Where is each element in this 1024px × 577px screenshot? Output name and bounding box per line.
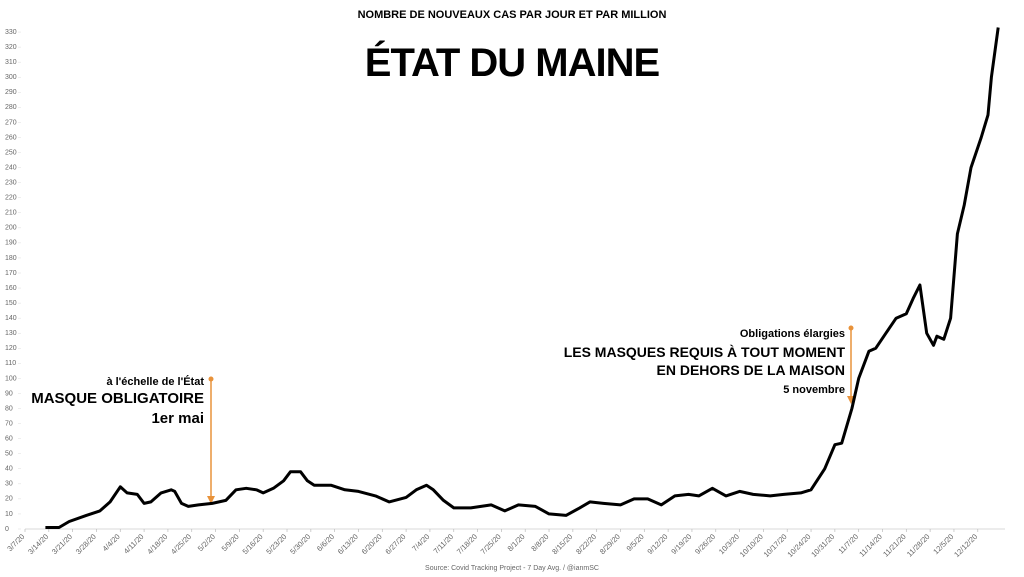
x-tick-label: 6/13/20 <box>336 532 360 556</box>
y-tick-label: 190 <box>5 240 17 247</box>
y-tick-label: 240 <box>5 164 17 171</box>
chart-subtitle: NOMBRE DE NOUVEAUX CAS PAR JOUR ET PAR M… <box>358 9 667 21</box>
y-tick-label: 290 <box>5 89 17 96</box>
y-tick-label: 40 <box>5 466 13 473</box>
x-tick-label: 4/11/20 <box>122 532 146 556</box>
annotation-arrowhead <box>207 496 215 504</box>
x-tick-label: 8/1/20 <box>506 532 527 553</box>
y-tick-label: 270 <box>5 119 17 126</box>
x-tick-label: 4/25/20 <box>169 532 193 556</box>
annotation-text: MASQUE OBLIGATOIRE <box>31 390 204 407</box>
x-tick-label: 11/21/20 <box>881 532 908 559</box>
x-tick-label: 8/22/20 <box>574 532 598 556</box>
x-tick-label: 11/28/20 <box>905 532 932 559</box>
y-tick-label: 330 <box>5 29 17 36</box>
x-tick-label: 9/26/20 <box>693 532 717 556</box>
x-tick-label: 12/12/20 <box>952 532 979 559</box>
annotation-text: EN DEHORS DE LA MAISON <box>657 362 846 378</box>
x-tick-label: 11/14/20 <box>857 532 884 559</box>
y-tick-label: 50 <box>5 451 13 458</box>
y-tick-label: 260 <box>5 134 17 141</box>
x-tick-label: 5/9/20 <box>220 532 241 553</box>
y-tick-label: 90 <box>5 390 13 397</box>
y-tick-label: 280 <box>5 104 17 111</box>
y-tick-label: 230 <box>5 179 17 186</box>
annotation-text: 5 novembre <box>783 384 845 396</box>
x-tick-label: 10/31/20 <box>809 532 836 559</box>
y-tick-label: 130 <box>5 330 17 337</box>
x-tick-label: 4/4/20 <box>101 532 122 553</box>
y-tick-label: 10 <box>5 511 13 518</box>
y-tick-label: 0 <box>5 526 9 533</box>
x-tick-label: 7/25/20 <box>479 532 503 556</box>
annotation-text: 1er mai <box>151 410 204 427</box>
x-tick-label: 5/2/20 <box>196 532 217 553</box>
x-tick-label: 3/14/20 <box>26 532 50 556</box>
y-tick-label: 300 <box>5 74 17 81</box>
annotation-dot <box>848 325 854 331</box>
y-tick-label: 210 <box>5 210 17 217</box>
x-tick-label: 5/23/20 <box>264 532 288 556</box>
y-tick-label: 310 <box>5 59 17 66</box>
x-tick-label: 9/19/20 <box>669 532 693 556</box>
source: Source: Covid Tracking Project - 7 Day A… <box>425 565 599 572</box>
x-tick-label: 5/16/20 <box>241 532 265 556</box>
y-tick-label: 110 <box>5 360 16 367</box>
x-tick-label: 6/20/20 <box>360 532 384 556</box>
x-tick-label: 7/18/20 <box>455 532 479 556</box>
line <box>45 27 1000 529</box>
x-tick-label: 10/17/20 <box>762 532 789 559</box>
chart-title: ÉTAT DU MAINE <box>365 40 660 85</box>
annotation-text: Obligations élargies <box>740 328 845 340</box>
y-tick-label: 220 <box>5 195 17 202</box>
x-tick-label: 3/7/20 <box>5 532 26 553</box>
y-tick-label: 150 <box>5 300 17 307</box>
y-tick-label: 100 <box>5 375 17 382</box>
y-tick-label: 30 <box>5 481 13 488</box>
y-tick-label: 140 <box>5 315 17 322</box>
y-tick-label: 80 <box>5 405 13 412</box>
y-tick-label: 200 <box>5 225 17 232</box>
y-tick-label: 70 <box>5 420 13 427</box>
x-tick-label: 8/15/20 <box>550 532 574 556</box>
x-tick-label: 6/6/20 <box>315 532 336 553</box>
x-tick-label: 3/21/20 <box>50 532 74 556</box>
x-tick-label: 6/27/20 <box>383 532 407 556</box>
y-tick-label: 170 <box>5 270 17 277</box>
y-tick-label: 20 <box>5 496 13 503</box>
x-tick-label: 10/24/20 <box>785 532 812 559</box>
annotation-text: LES MASQUES REQUIS À TOUT MOMENT <box>564 344 846 360</box>
annotation-dot <box>208 376 214 382</box>
y-tick-label: 60 <box>5 435 13 442</box>
x-tick-label: 9/5/20 <box>625 532 646 553</box>
x-tick-label: 5/30/20 <box>288 532 312 556</box>
y-tick-label: 250 <box>5 149 17 156</box>
x-tick-label: 4/18/20 <box>145 532 169 556</box>
x-tick-label: 8/8/20 <box>529 532 550 553</box>
y-tick-label: 320 <box>5 44 17 51</box>
y-tick-label: 160 <box>5 285 17 292</box>
x-tick-label: 8/29/20 <box>598 532 622 556</box>
x-tick-label: 7/4/20 <box>410 532 431 553</box>
y-tick-label: 120 <box>5 345 17 352</box>
x-tick-label: 10/10/20 <box>738 532 765 559</box>
annotation-text: à l'échelle de l'État <box>106 375 204 388</box>
x-tick-label: 9/12/20 <box>645 532 669 556</box>
x-tick-label: 3/28/20 <box>74 532 98 556</box>
y-tick-label: 180 <box>5 255 17 262</box>
x-tick-label: 7/11/20 <box>431 532 455 556</box>
